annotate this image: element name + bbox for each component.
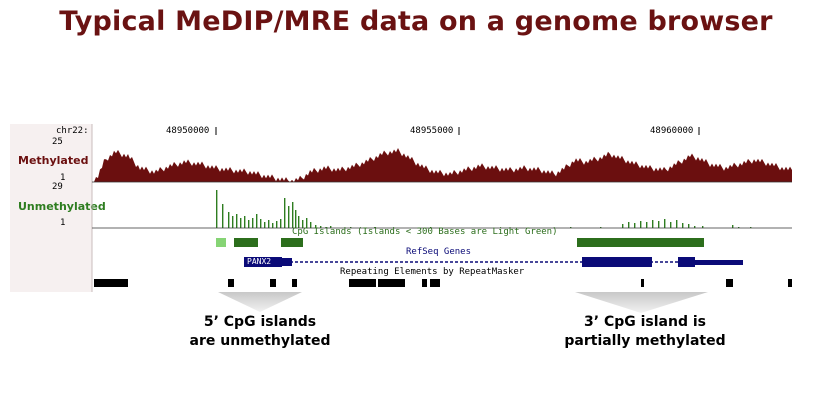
unmethylated-bar [260, 219, 262, 228]
unmethylated-bar [284, 198, 286, 228]
unmethylated-bar [750, 227, 752, 228]
position-label-2: 48955000 [410, 126, 454, 136]
unmethylated-bar [248, 220, 250, 228]
unmethylated-bar [320, 226, 322, 228]
cpg-track-title: CpG Islands (Islands < 300 Bases are Lig… [292, 227, 558, 237]
unmethylated-bar [310, 222, 312, 228]
methylated-area [92, 148, 792, 182]
browser-tracks-graphic [91, 124, 792, 292]
unmethylated-bar [430, 227, 432, 228]
unmethylated-bar [302, 220, 304, 228]
gene-name-label: PANX2 [247, 257, 272, 266]
right-callout-line1: 3’ CpG island is [584, 314, 706, 330]
right-callout-line2: partially methylated [564, 333, 726, 349]
methylated-signal [92, 148, 792, 182]
position-label-3: 48960000 [650, 126, 694, 136]
unmethylated-bar [702, 226, 704, 228]
unmethylated-bar [628, 222, 630, 228]
unmethylated-bar [732, 225, 734, 228]
unmethylated-signal [216, 190, 752, 228]
genome-browser: chr22: 48950000 48955000 48960000 25 Met… [10, 124, 802, 292]
unmethylated-bar [298, 216, 300, 228]
left-callout-line2: are unmethylated [189, 333, 331, 349]
gene-utr [695, 260, 743, 265]
gene-exon [280, 258, 292, 266]
unmethylated-scale-max: 29 [52, 182, 63, 192]
cpg-island-3prime [577, 238, 704, 247]
unmethylated-bar [295, 210, 297, 228]
right-callout: 3’ CpG island is partially methylated [530, 313, 760, 351]
left-callout: 5’ CpG islands are unmethylated [150, 313, 370, 351]
unmethylated-bar [600, 227, 602, 228]
unmethylated-bar [252, 218, 254, 228]
unmethylated-bar [280, 219, 282, 228]
left-callout-arrow [218, 292, 302, 312]
unmethylated-bar [738, 227, 740, 228]
unmethylated-bar [694, 226, 696, 228]
cpg-island-small [216, 238, 226, 247]
gene-exon [582, 257, 652, 267]
left-callout-line1: 5’ CpG islands [203, 314, 317, 330]
unmethylated-bar [640, 221, 642, 228]
unmethylated-bar [264, 222, 266, 228]
unmethylated-bar [682, 223, 684, 228]
unmethylated-bar [256, 214, 258, 228]
slide-title: Typical MeDIP/MRE data on a genome brows… [59, 6, 773, 37]
methylated-scale-max: 25 [52, 137, 63, 147]
unmethylated-bar [622, 224, 624, 228]
unmethylated-scale-min: 1 [60, 218, 66, 228]
unmethylated-bar [222, 204, 224, 228]
unmethylated-bar [652, 220, 654, 228]
unmethylated-bar [634, 223, 636, 228]
callout-arrows [218, 292, 708, 313]
unmethylated-bar [292, 202, 294, 228]
unmethylated-bar [350, 227, 352, 228]
unmethylated-bar [288, 206, 290, 228]
cpg-island [234, 238, 258, 247]
unmethylated-bar [664, 219, 666, 228]
refseq-track-title: RefSeq Genes [406, 247, 472, 257]
right-callout-arrow [575, 292, 708, 313]
unmethylated-bar [272, 223, 274, 228]
unmethylated-bar [330, 226, 332, 228]
repeat-track-title: Repeating Elements by RepeatMasker [340, 267, 525, 277]
unmethylated-bar [268, 220, 270, 228]
unmethylated-bar [244, 216, 246, 228]
position-label-1: 48950000 [166, 126, 210, 136]
unmethylated-bar [232, 216, 234, 228]
unmethylated-bar [688, 224, 690, 228]
unmethylated-bar [658, 221, 660, 228]
browser-label-panel [10, 124, 802, 292]
methylated-scale-min: 1 [60, 173, 66, 183]
gene-exon [678, 257, 695, 267]
methylated-track-label: Methylated [18, 154, 89, 167]
unmethylated-bar [670, 222, 672, 228]
unmethylated-bar [315, 225, 317, 228]
unmethylated-bar [228, 212, 230, 228]
gene-label-box [244, 257, 282, 267]
chromosome-label: chr22: [56, 126, 89, 136]
unmethylated-bar [570, 227, 572, 228]
unmethylated-bar [216, 190, 218, 228]
unmethylated-bar [306, 218, 308, 228]
unmethylated-bar [276, 221, 278, 228]
unmethylated-bar [676, 220, 678, 228]
unmethylated-bar [646, 222, 648, 228]
unmethylated-track-label: Unmethylated [18, 200, 106, 213]
unmethylated-bar [236, 214, 238, 228]
repeat-elements [94, 279, 792, 287]
unmethylated-bar [240, 218, 242, 228]
cpg-island [281, 238, 303, 247]
